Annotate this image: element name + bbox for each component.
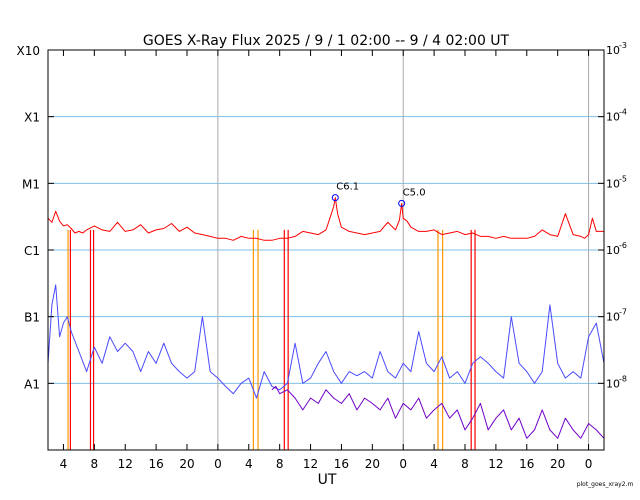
x-tick-label: 0 [399,457,407,471]
right-tick-label: 10 [606,177,620,190]
x-tick-label: 12 [303,457,318,471]
right-tick-exponent: -7 [619,308,627,317]
x-tick-label: 12 [118,457,133,471]
x-tick-label: 12 [488,457,503,471]
x-tick-label: 16 [334,457,349,471]
x-tick-label: 16 [519,457,534,471]
series-line-2 [47,284,605,399]
right-tick-label: 10 [606,377,620,390]
right-tick-label: 10 [606,244,620,257]
day-boundary-lines [217,50,590,450]
class-label: X1 [24,111,40,125]
x-tick-label: 8 [461,457,469,471]
x-tick-label: 20 [550,457,565,471]
right-tick-exponent: -3 [619,41,627,50]
class-label: C1 [24,244,40,258]
class-label: A1 [24,377,40,391]
data-gap-markers [67,229,476,450]
left-class-labels: X10 X1 M1 C1 B1 A1 [17,44,54,391]
x-tick-label: 16 [148,457,163,471]
flare-marker [331,194,339,202]
flare-label: C5.0 [403,187,426,198]
right-tick-exponent: -6 [619,241,627,250]
right-tick-exponent: -8 [619,374,627,383]
right-tick-label: 10 [606,111,620,124]
x-tick-label: 8 [276,457,284,471]
gridlines [48,116,604,384]
class-label: B1 [24,311,40,325]
right-tick-exponent: -5 [619,174,627,183]
x-tick-label: 8 [91,457,99,471]
flux-series [47,197,605,439]
class-label: X10 [17,44,41,58]
plot-credit: plot_goes_xray2.m [577,481,634,488]
chart-title: GOES X-Ray Flux 2025 / 9 / 1 02:00 -- 9 … [143,33,510,49]
x-tick-label: 4 [245,457,253,471]
right-tick-label: 10 [606,311,620,324]
flare-annotations: C6.1 C5.0 [331,182,426,207]
series-line-1 [47,197,604,241]
x-axis-ticks: 4 8 12 16 20 0 4 8 12 16 20 0 4 8 12 16 20 0 [60,50,593,471]
x-tick-label: 0 [585,457,593,471]
right-tick-label: 10 [606,44,620,57]
class-label: M1 [22,177,40,191]
x-tick-label: 20 [365,457,380,471]
x-tick-label: 4 [60,457,68,471]
x-tick-label: 20 [179,457,194,471]
x-tick-label: 0 [214,457,222,471]
flare-marker [398,199,406,207]
x-axis-label: UT [318,472,337,488]
x-tick-label: 4 [430,457,438,471]
flare-label: C6.1 [336,182,359,193]
right-flux-labels: 10-310-410-510-610-710-8 [598,41,627,390]
right-tick-exponent: -4 [619,108,627,117]
series-line-3 [271,385,605,439]
